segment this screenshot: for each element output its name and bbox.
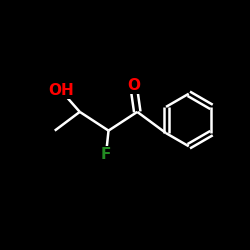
Text: O: O [127, 78, 140, 93]
Text: F: F [101, 147, 111, 162]
Text: OH: OH [48, 83, 74, 98]
